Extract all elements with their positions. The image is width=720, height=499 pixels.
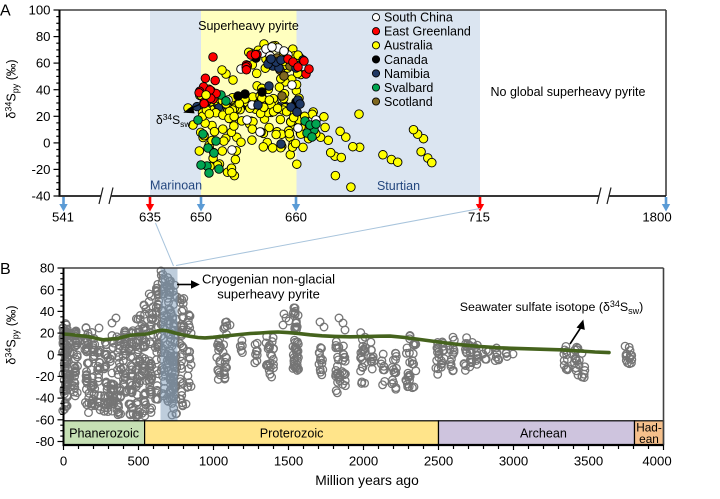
svg-text:0: 0 xyxy=(60,454,67,469)
svg-text:2500: 2500 xyxy=(424,454,453,469)
svg-text:3000: 3000 xyxy=(499,454,528,469)
svg-text:500: 500 xyxy=(127,454,149,469)
svg-text:Superheavy pyirte: Superheavy pyirte xyxy=(198,19,299,33)
svg-text:superheavy pyrite: superheavy pyrite xyxy=(217,287,320,302)
svg-text:40: 40 xyxy=(36,82,51,97)
svg-text:Archean: Archean xyxy=(520,427,567,441)
svg-text:Marinoan: Marinoan xyxy=(150,179,202,193)
svg-text:Canada: Canada xyxy=(384,53,428,67)
svg-text:660: 660 xyxy=(285,210,307,225)
svg-text:0: 0 xyxy=(47,347,54,362)
svg-text:2000: 2000 xyxy=(349,454,378,469)
svg-text:-80: -80 xyxy=(35,434,54,449)
svg-text:1800: 1800 xyxy=(642,210,671,225)
svg-text:Seawater sulfate isotope (δ34S: Seawater sulfate isotope (δ34Ssw) xyxy=(460,299,644,316)
svg-text:Namibia: Namibia xyxy=(384,67,430,81)
svg-text:60: 60 xyxy=(40,282,55,297)
svg-text:-20: -20 xyxy=(31,162,50,177)
svg-text:80: 80 xyxy=(36,29,51,44)
svg-text:80: 80 xyxy=(40,261,55,276)
svg-text:650: 650 xyxy=(190,210,212,225)
svg-text:715: 715 xyxy=(468,210,490,225)
svg-text:1000: 1000 xyxy=(199,454,228,469)
svg-text:Scotland: Scotland xyxy=(384,95,433,109)
svg-text:Proterozoic: Proterozoic xyxy=(260,427,324,441)
svg-text:A: A xyxy=(0,3,11,20)
svg-text:Svalbard: Svalbard xyxy=(384,81,433,95)
svg-text:South China: South China xyxy=(384,11,453,25)
svg-text:ean: ean xyxy=(639,432,659,446)
svg-text:60: 60 xyxy=(36,56,51,71)
svg-text:No global superheavy pyrite: No global superheavy pyrite xyxy=(491,85,646,99)
svg-text:Australia: Australia xyxy=(384,39,433,53)
svg-text:4000: 4000 xyxy=(642,454,671,469)
svg-text:541: 541 xyxy=(52,210,74,225)
svg-text:3500: 3500 xyxy=(574,454,603,469)
svg-text:-60: -60 xyxy=(35,412,54,427)
svg-text:East Greenland: East Greenland xyxy=(384,25,471,39)
svg-text:100: 100 xyxy=(28,3,50,18)
svg-text:635: 635 xyxy=(139,210,161,225)
svg-text:B: B xyxy=(0,261,11,278)
svg-text:-20: -20 xyxy=(35,369,54,384)
svg-text:20: 20 xyxy=(40,326,55,341)
svg-text:Had-: Had- xyxy=(636,420,662,434)
svg-text:40: 40 xyxy=(40,304,55,319)
svg-text:Million years ago: Million years ago xyxy=(315,473,419,488)
svg-text:Sturtian: Sturtian xyxy=(377,179,420,193)
svg-text:20: 20 xyxy=(36,109,51,124)
svg-text:-40: -40 xyxy=(35,391,54,406)
svg-text:0: 0 xyxy=(43,136,50,151)
svg-text:Cryogenian non-glacial: Cryogenian non-glacial xyxy=(202,272,335,287)
svg-text:1500: 1500 xyxy=(274,454,303,469)
svg-text:Phanerozoic: Phanerozoic xyxy=(69,427,139,441)
svg-text:-40: -40 xyxy=(31,189,50,204)
